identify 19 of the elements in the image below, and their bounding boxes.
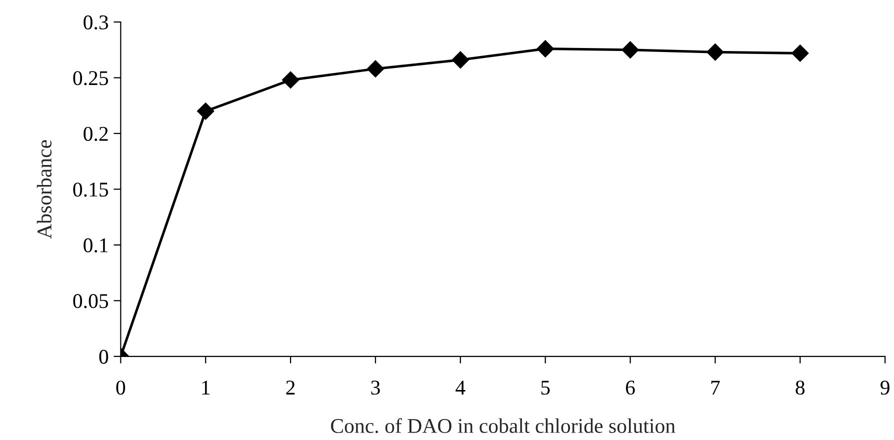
x-tick-label: 6 — [626, 380, 635, 395]
x-axis-title: Conc. of DAO in cobalt chloride solution — [331, 418, 676, 434]
x-tick-label: 8 — [796, 380, 805, 395]
x-tick-label: 2 — [286, 380, 295, 394]
x-tick-label: 7 — [711, 380, 720, 394]
y-tick-label: 0.15 — [73, 182, 108, 197]
x-tick-label: 3 — [371, 380, 380, 395]
y-axis-title: Absorbance — [36, 140, 52, 239]
y-tick-label: 0.05 — [73, 294, 108, 308]
y-tick-label: 0.25 — [73, 71, 108, 86]
y-tick-label: 0.3 — [84, 15, 108, 30]
y-tick-label: 0 — [99, 350, 108, 364]
x-tick-label: 9 — [880, 380, 890, 395]
x-tick-label: 5 — [541, 380, 550, 395]
x-tick-label: 0 — [116, 380, 126, 395]
x-tick-label: 4 — [456, 380, 466, 394]
y-tick-label: 0.1 — [84, 238, 108, 252]
x-tick-label: 1 — [202, 380, 210, 394]
y-tick-label: 0.2 — [84, 126, 108, 141]
